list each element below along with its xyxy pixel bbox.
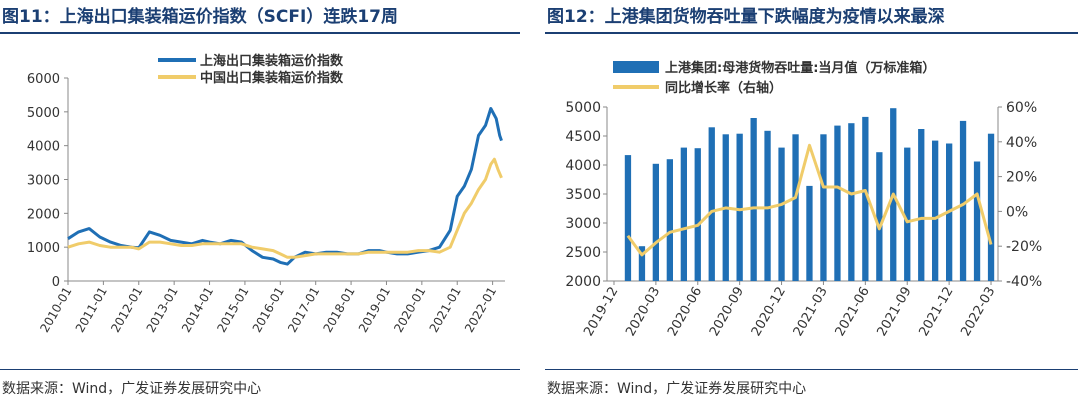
x-tick-label: 2021-12 bbox=[916, 285, 956, 340]
figure-11-panel: 图11：上海出口集装箱运价指数（SCFI）连跌17周 0 1000 2000 3000… bbox=[0, 0, 535, 403]
y-tick-label: 0 bbox=[52, 275, 60, 290]
y-tick-label-right: 60% bbox=[1006, 100, 1037, 116]
figure-12-title: 图12：上港集团货物吞吐量下跌幅度为疫情以来最深 bbox=[547, 7, 945, 27]
throughput-bar bbox=[638, 246, 646, 281]
x-tick-label: 2021-06 bbox=[833, 285, 873, 340]
x-tick-label: 2020-03 bbox=[623, 285, 663, 340]
scfi-line-chart: 01000200030004000500060002010-012011-012… bbox=[27, 53, 505, 335]
title-rule bbox=[0, 32, 520, 34]
x-tick-label: 2022-03 bbox=[958, 285, 998, 340]
y-tick-label: 3000 bbox=[27, 174, 60, 189]
yoy-growth-line bbox=[626, 143, 993, 257]
x-tick-label: 2020-01 bbox=[391, 285, 428, 335]
y-tick-label-left: 3000 bbox=[565, 216, 601, 232]
y-tick-label-right: -20% bbox=[1006, 239, 1042, 255]
figure-12-panel: 图12：上港集团货物吞吐量下跌幅度为疫情以来最深 2000 2500 3000 350… bbox=[545, 0, 1080, 403]
throughput-bar bbox=[806, 185, 813, 281]
throughput-bar bbox=[764, 130, 771, 281]
legend-label-bar: 上港集团:母港货物吞吐量:当月值（万标准箱） bbox=[665, 60, 935, 76]
throughput-bar bbox=[973, 161, 981, 281]
throughput-bar bbox=[778, 147, 785, 281]
x-tick-label: 2021-01 bbox=[427, 285, 464, 335]
throughput-bar bbox=[862, 116, 869, 282]
x-tick-label: 2015-01 bbox=[214, 285, 251, 335]
scfi-series-line bbox=[67, 107, 503, 266]
x-tick-label: 2019-01 bbox=[356, 285, 393, 335]
throughput-bar bbox=[834, 125, 841, 281]
throughput-bar bbox=[694, 148, 701, 281]
throughput-bar bbox=[820, 134, 827, 281]
throughput-bar bbox=[708, 127, 715, 281]
y-tick-label-right: -40% bbox=[1006, 274, 1042, 290]
x-tick-label: 2013-01 bbox=[144, 285, 181, 335]
y-tick-label-right: 20% bbox=[1006, 170, 1037, 186]
y-tick-label-left: 4500 bbox=[565, 129, 601, 145]
source-rule bbox=[0, 369, 520, 370]
throughput-bar bbox=[918, 129, 925, 281]
x-tick-label: 2017-01 bbox=[285, 285, 322, 335]
throughput-bar bbox=[680, 147, 687, 281]
ccfi-series-line bbox=[67, 157, 503, 259]
port-throughput-chart: 2000 2500 3000 3500 4000 4500 5000 -40% -20% 0% 20… bbox=[565, 60, 1042, 340]
x-tick-label: 2020-12 bbox=[749, 285, 789, 340]
x-tick-label: 2021-09 bbox=[875, 285, 915, 340]
y-tick-label-left: 2000 bbox=[565, 274, 601, 290]
y-tick-label: 2000 bbox=[27, 207, 60, 222]
x-tick-label: 2010-01 bbox=[37, 285, 74, 335]
throughput-bar bbox=[736, 133, 743, 281]
y-tick-label: 6000 bbox=[27, 72, 60, 87]
throughput-bar bbox=[848, 123, 855, 281]
x-tick-label: 2020-06 bbox=[665, 285, 705, 340]
throughput-bar bbox=[750, 118, 757, 281]
y-tick-label-left: 2500 bbox=[565, 245, 601, 261]
figure-11-title: 图11：上海出口集装箱运价指数（SCFI）连跌17周 bbox=[2, 7, 398, 27]
x-tick-label: 2014-01 bbox=[179, 285, 216, 335]
throughput-bar bbox=[987, 133, 995, 281]
source-rule bbox=[545, 369, 1078, 370]
throughput-bar bbox=[904, 147, 911, 281]
figure-12-source: 数据来源：Wind，广发证券发展研究中心 bbox=[547, 381, 807, 397]
x-tick-label: 2022-01 bbox=[462, 284, 499, 334]
throughput-bar bbox=[666, 159, 673, 281]
figure-11-source: 数据来源：Wind，广发证券发展研究中心 bbox=[2, 381, 262, 397]
x-tick-label: 2012-01 bbox=[108, 285, 145, 335]
throughput-bar bbox=[876, 152, 883, 281]
y-tick-label-left: 3500 bbox=[565, 187, 601, 203]
y-tick-label-right: 40% bbox=[1006, 135, 1037, 151]
throughput-bar bbox=[932, 140, 939, 281]
legend-label: 上海出口集装箱运价指数 bbox=[200, 53, 344, 69]
y-tick-label-left: 4000 bbox=[565, 158, 601, 174]
throughput-bar bbox=[624, 155, 632, 281]
x-tick-label: 2019-12 bbox=[581, 285, 621, 340]
throughput-bar bbox=[959, 120, 967, 282]
throughput-bar bbox=[652, 163, 659, 281]
legend-label: 中国出口集装箱运价指数 bbox=[200, 70, 344, 86]
y-tick-label: 5000 bbox=[27, 106, 60, 121]
x-tick-label: 2018-01 bbox=[320, 285, 357, 335]
x-tick-label: 2021-03 bbox=[791, 285, 831, 340]
x-tick-label: 2011-01 bbox=[73, 285, 110, 335]
y-tick-label: 1000 bbox=[27, 241, 60, 256]
x-tick-label: 2016-01 bbox=[250, 285, 287, 335]
y-tick-label: 4000 bbox=[27, 140, 60, 155]
legend-label-line: 同比增长率（右轴） bbox=[665, 80, 782, 96]
title-rule bbox=[545, 32, 1078, 34]
x-tick-label: 2020-09 bbox=[707, 285, 747, 340]
legend-swatch-bar bbox=[613, 61, 659, 73]
y-tick-label-right: 0% bbox=[1006, 204, 1028, 220]
throughput-bar bbox=[792, 134, 799, 281]
y-tick-label-left: 5000 bbox=[565, 100, 601, 116]
